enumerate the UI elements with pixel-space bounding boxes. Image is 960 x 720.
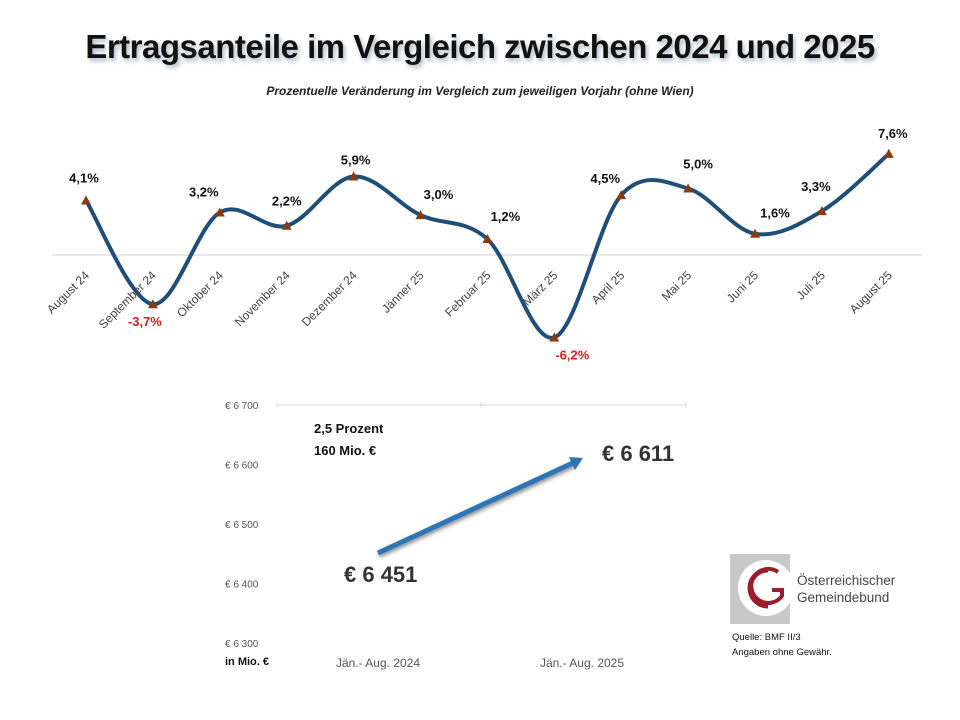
x-category-label: Jän.- Aug. 2024 — [336, 656, 420, 670]
data-label: 3,3% — [801, 179, 831, 194]
x-tick-label: Februar 25 — [442, 268, 494, 320]
data-label: 7,6% — [878, 126, 908, 141]
x-tick-label: August 24 — [44, 268, 92, 316]
logo-text: Österreichischer Gemeindebund — [797, 572, 895, 606]
x-category-label: Jän.- Aug. 2025 — [540, 656, 624, 670]
data-point-marker — [348, 171, 359, 181]
data-point-marker — [415, 210, 426, 220]
data-label: 4,1% — [69, 170, 99, 185]
value-label-2024: € 6 451 — [344, 562, 417, 587]
x-tick-label: Jänner 25 — [379, 268, 427, 316]
data-point-marker — [683, 183, 694, 193]
gemeindebund-logo — [730, 554, 794, 624]
data-label: 4,5% — [590, 171, 620, 186]
data-point-marker — [816, 206, 827, 216]
y-tick-label: € 6 500 — [225, 520, 259, 531]
series-line — [84, 151, 891, 340]
page-title: Ertragsanteile im Vergleich zwischen 202… — [85, 28, 875, 65]
trend-arrow-head — [569, 457, 583, 470]
data-label: 5,9% — [341, 153, 371, 168]
data-point-marker — [750, 228, 760, 238]
data-point-marker — [482, 234, 493, 244]
data-label: 3,0% — [424, 187, 454, 202]
data-label: -3,7% — [128, 314, 162, 329]
x-tick-label: August 25 — [847, 268, 895, 316]
source-line: Quelle: BMF II/3 — [732, 632, 801, 643]
logo-line-2: Gemeindebund — [797, 590, 890, 605]
data-point-marker — [214, 207, 225, 217]
data-label: 2,2% — [272, 194, 302, 209]
change-amount-annotation: 160 Mio. € — [314, 443, 376, 458]
logo-line-1: Österreichischer — [797, 573, 896, 588]
trend-arrow-shaft — [376, 459, 577, 556]
y-tick-label: € 6 700 — [225, 401, 259, 412]
source-note: Quelle: BMF II/3 Angaben ohne Gewähr. — [732, 630, 832, 660]
change-percent-annotation: 2,5 Prozent — [314, 421, 384, 436]
y-tick-label: € 6 600 — [225, 461, 259, 472]
logo-cg-icon — [747, 566, 784, 609]
x-tick-label: März 25 — [520, 268, 561, 309]
x-tick-label: Juli 25 — [794, 268, 829, 303]
x-tick-label: Mai 25 — [659, 268, 695, 304]
data-label: 1,6% — [760, 206, 790, 221]
data-point-marker — [883, 148, 894, 158]
data-label: 1,2% — [491, 209, 521, 224]
data-label: 5,0% — [683, 157, 713, 172]
x-tick-label: Juni 25 — [724, 268, 761, 305]
data-label: 3,2% — [189, 184, 219, 199]
data-point-marker — [549, 332, 560, 342]
data-point-marker — [147, 299, 158, 309]
data-point-marker — [616, 190, 627, 200]
data-point-marker — [81, 195, 91, 205]
data-point-marker — [281, 220, 292, 230]
y-axis-unit-label: in Mio. € — [225, 656, 269, 668]
x-tick-label: November 24 — [232, 268, 293, 329]
y-tick-label: € 6 300 — [225, 639, 259, 650]
chart-subtitle: Prozentuelle Veränderung im Vergleich zu… — [266, 84, 694, 98]
value-label-2025: € 6 611 — [602, 441, 674, 466]
x-tick-label: Dezember 24 — [299, 268, 360, 329]
y-tick-label: € 6 400 — [225, 580, 259, 591]
x-tick-label: April 25 — [589, 268, 628, 307]
disclaimer-line: Angaben ohne Gewähr. — [732, 647, 832, 658]
data-label: -6,2% — [555, 347, 589, 362]
